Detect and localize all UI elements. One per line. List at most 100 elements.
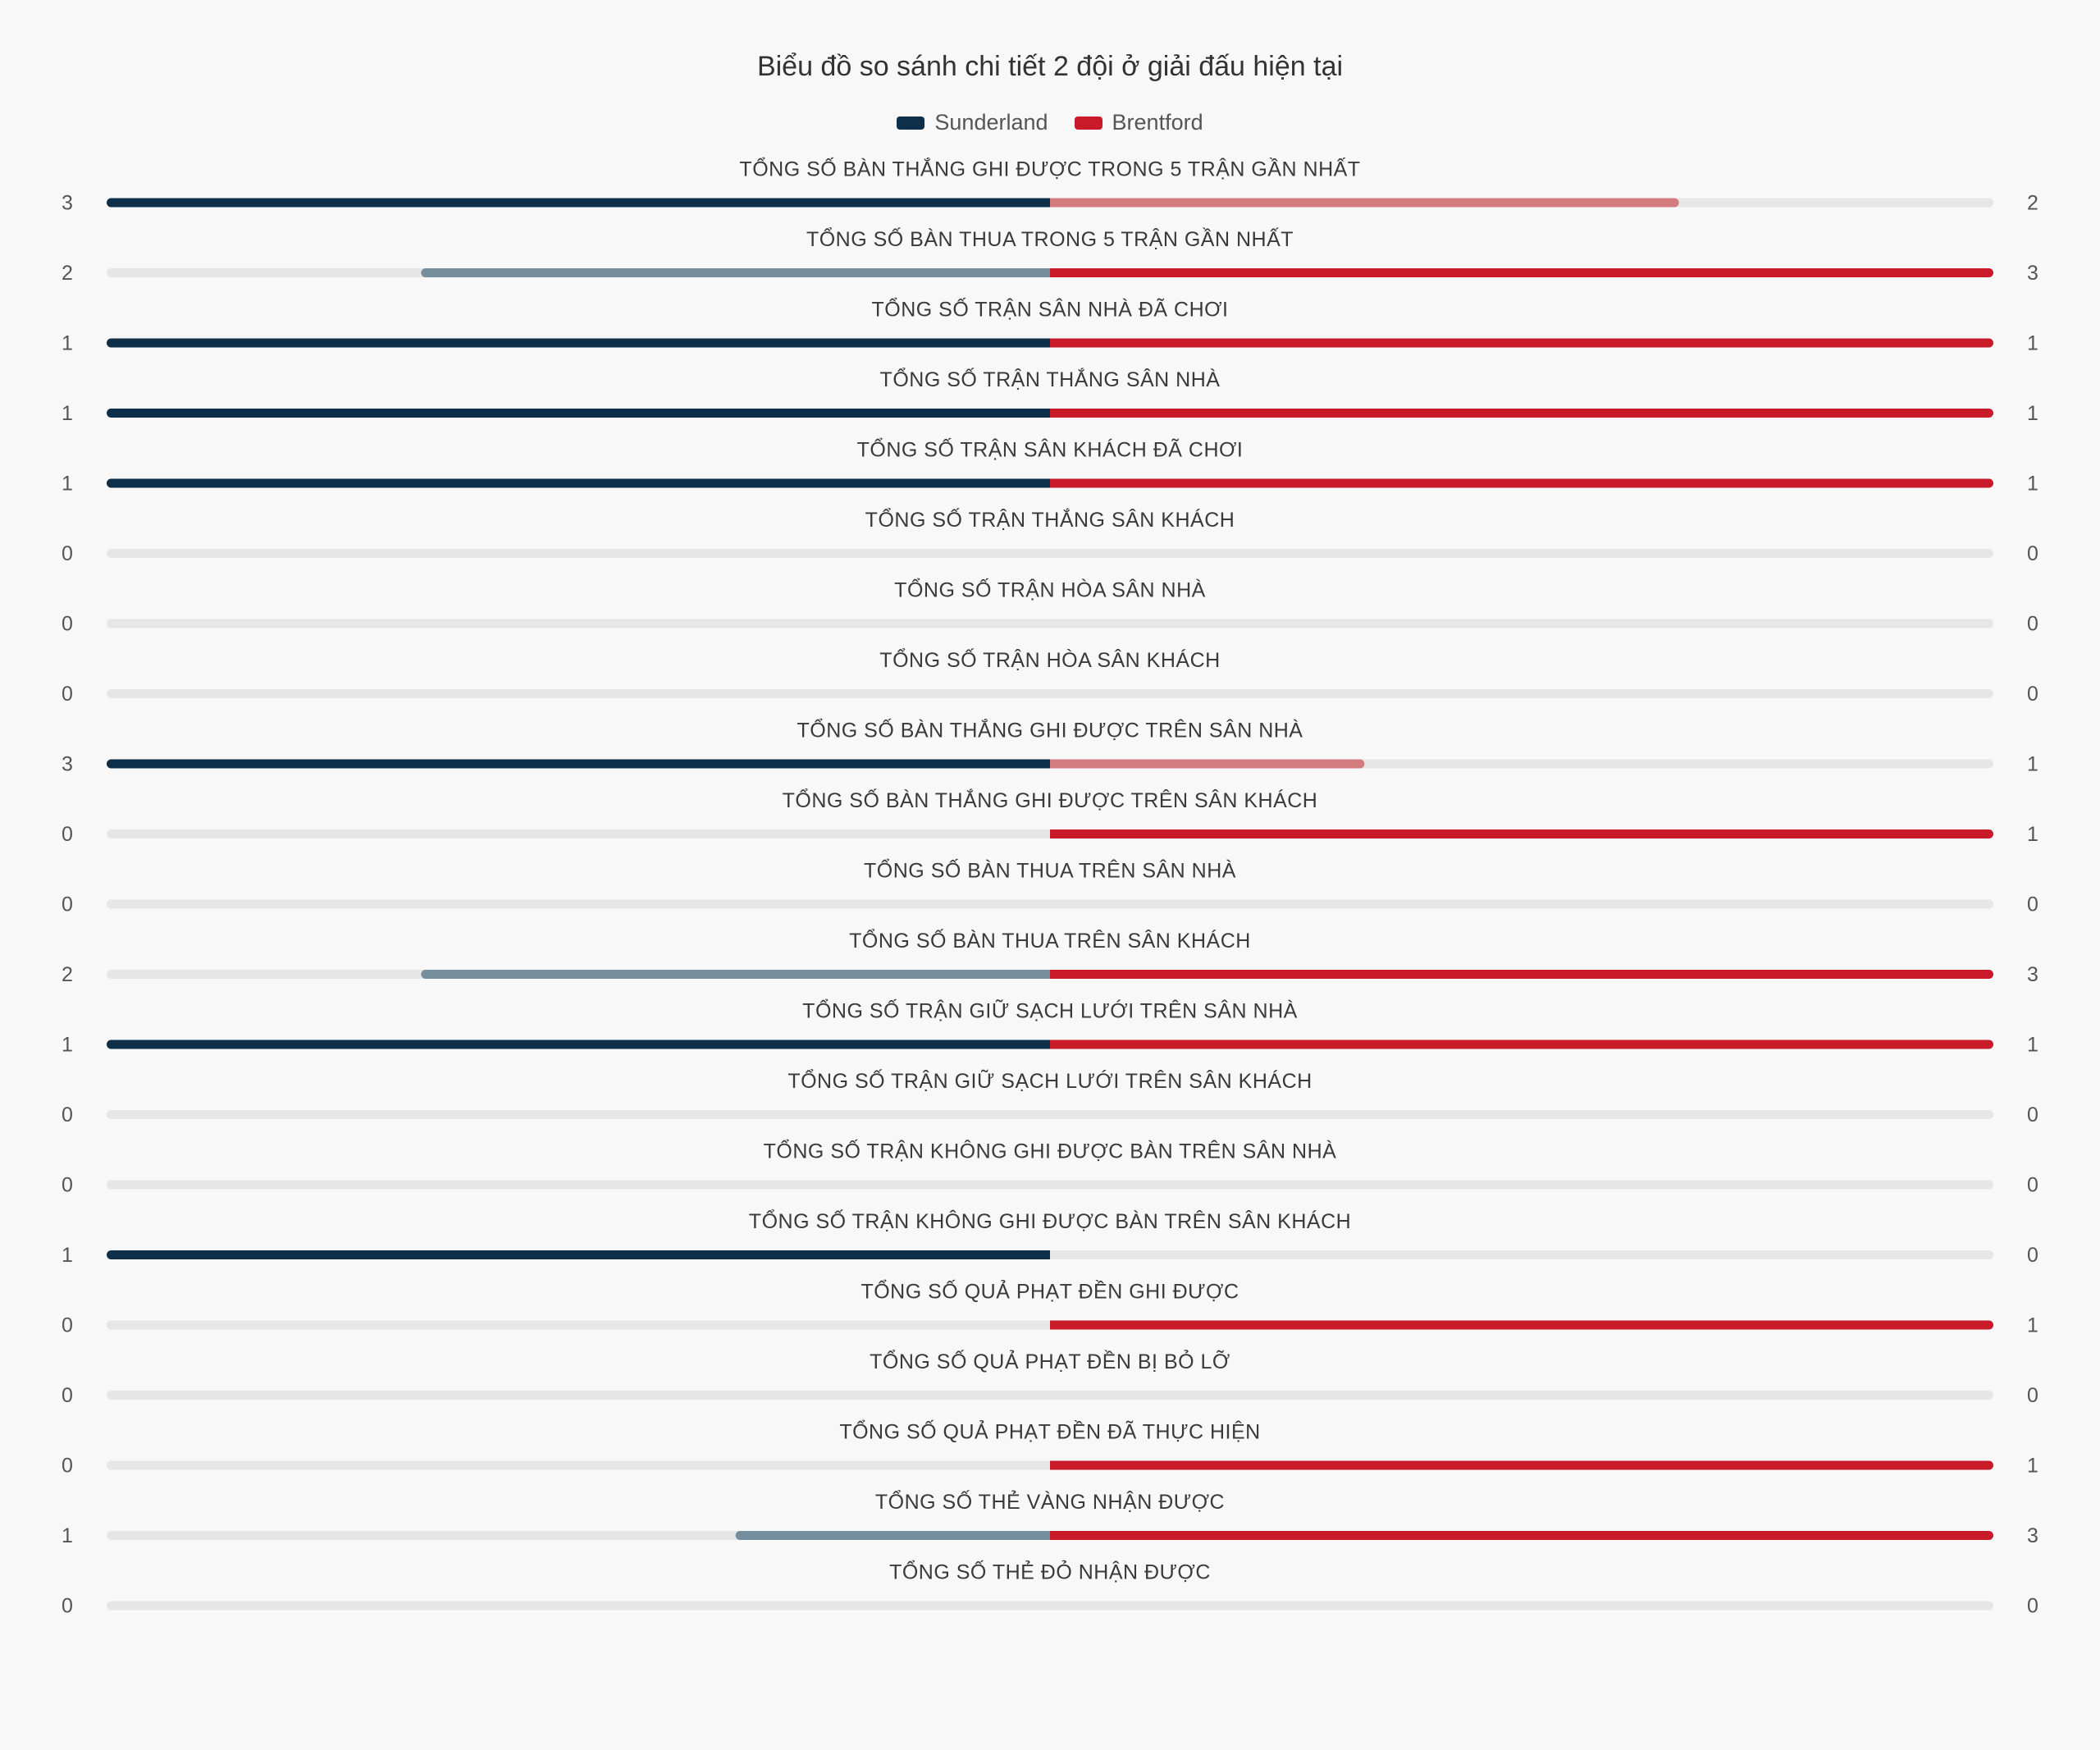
legend-item-sunderland[interactable]: Sunderland: [897, 110, 1048, 135]
brentford-bar: [1050, 1531, 1993, 1540]
sunderland-bar: [107, 478, 1050, 488]
brentford-bar: [1050, 268, 1993, 277]
brentford-value: 3: [2027, 262, 2038, 285]
sunderland-value: 2: [62, 262, 73, 285]
brentford-value: 0: [2027, 1174, 2038, 1197]
bar-track: [107, 899, 1993, 909]
sunderland-value: 0: [62, 1314, 73, 1337]
metric-label: TỔNG SỐ TRẬN SÂN KHÁCH ĐÃ CHƠI: [857, 437, 1244, 462]
brentford-value: 1: [2027, 1314, 2038, 1337]
sunderland-value: 1: [62, 1034, 73, 1057]
sunderland-value: 0: [62, 893, 73, 916]
sunderland-value: 3: [62, 192, 73, 215]
sunderland-bar: [107, 409, 1050, 418]
metric-label: TỔNG SỐ QUẢ PHẠT ĐỀN GHI ĐƯỢC: [861, 1279, 1239, 1304]
brentford-value: 1: [2027, 1455, 2038, 1478]
sunderland-bar: [107, 759, 1050, 769]
metric-label: TỔNG SỐ TRẬN THẮNG SÂN KHÁCH: [865, 507, 1235, 532]
sunderland-bar-joint: [1041, 338, 1050, 348]
brentford-value: 3: [2027, 1524, 2038, 1547]
bar-track: [107, 689, 1993, 698]
metric-label: TỔNG SỐ TRẬN THẮNG SÂN NHÀ: [880, 367, 1221, 391]
brentford-bar: [1050, 970, 1993, 979]
brentford-value: 0: [2027, 1384, 2038, 1407]
brentford-bar-joint: [1050, 759, 1059, 769]
brentford-bar-joint: [1050, 409, 1059, 418]
sunderland-bar: [735, 1531, 1050, 1540]
metric-label: TỔNG SỐ BÀN THUA TRÊN SÂN NHÀ: [864, 858, 1236, 883]
sunderland-bar-joint: [1041, 478, 1050, 488]
brentford-value: 0: [2027, 1103, 2038, 1126]
brentford-value: 1: [2027, 823, 2038, 846]
brentford-value: 2: [2027, 192, 2038, 215]
metric-label: TỔNG SỐ TRẬN SÂN NHÀ ĐÃ CHƠI: [871, 297, 1228, 322]
brentford-bar-joint: [1050, 970, 1059, 979]
bar-track: [107, 1110, 1993, 1119]
sunderland-bar-joint: [1041, 970, 1050, 979]
sunderland-value: 3: [62, 753, 73, 776]
metric-label: TỔNG SỐ BÀN THẮNG GHI ĐƯỢC TRONG 5 TRẬN …: [739, 157, 1360, 181]
brentford-value: 1: [2027, 753, 2038, 776]
sunderland-value: 0: [62, 613, 73, 636]
sunderland-bar: [421, 970, 1050, 979]
sunderland-bar-joint: [1041, 198, 1050, 208]
sunderland-bar-joint: [1041, 759, 1050, 769]
sunderland-value: 0: [62, 1174, 73, 1197]
sunderland-bar: [107, 1039, 1050, 1049]
brentford-value: 0: [2027, 893, 2038, 916]
legend-swatch-brentford: [1074, 116, 1102, 130]
bar-track: [107, 549, 1993, 558]
brentford-bar-joint: [1050, 198, 1059, 208]
brentford-bar: [1050, 478, 1993, 488]
brentford-bar: [1050, 829, 1993, 838]
legend-label-sunderland: Sunderland: [934, 110, 1048, 135]
sunderland-value: 1: [62, 473, 73, 496]
metric-label: TỔNG SỐ BÀN THUA TRÊN SÂN KHÁCH: [849, 928, 1251, 953]
brentford-value: 0: [2027, 613, 2038, 636]
metric-label: TỔNG SỐ TRẬN KHÔNG GHI ĐƯỢC BÀN TRÊN SÂN…: [749, 1209, 1351, 1233]
legend-swatch-sunderland: [897, 116, 925, 130]
brentford-value: 3: [2027, 963, 2038, 986]
bar-track: [107, 1601, 1993, 1611]
legend-label-brentford: Brentford: [1112, 110, 1203, 135]
sunderland-value: 1: [62, 1524, 73, 1547]
sunderland-bar: [107, 198, 1050, 208]
sunderland-value: 1: [62, 402, 73, 425]
chart-title: Biểu đồ so sánh chi tiết 2 đội ở giải đấ…: [756, 51, 1344, 82]
metric-label: TỔNG SỐ BÀN THẮNG GHI ĐƯỢC TRÊN SÂN KHÁC…: [783, 788, 1318, 812]
sunderland-bar: [107, 338, 1050, 348]
metric-label: TỔNG SỐ THẺ VÀNG NHẬN ĐƯỢC: [875, 1489, 1225, 1514]
brentford-bar: [1050, 1320, 1993, 1330]
metric-label: TỔNG SỐ BÀN THUA TRONG 5 TRẬN GẦN NHẤT: [806, 226, 1294, 251]
brentford-bar: [1050, 1039, 1993, 1049]
brentford-value: 1: [2027, 402, 2038, 425]
brentford-value: 0: [2027, 683, 2038, 706]
sunderland-value: 0: [62, 1384, 73, 1407]
metric-label: TỔNG SỐ TRẬN HÒA SÂN NHÀ: [894, 578, 1206, 602]
brentford-bar: [1050, 759, 1365, 769]
brentford-value: 1: [2027, 332, 2038, 355]
brentford-bar-joint: [1050, 268, 1059, 277]
brentford-bar-joint: [1050, 478, 1059, 488]
metric-label: TỔNG SỐ TRẬN GIỮ SẠCH LƯỚI TRÊN SÂN NHÀ: [802, 998, 1298, 1023]
sunderland-value: 0: [62, 1455, 73, 1478]
bar-track: [107, 1180, 1993, 1190]
legend-item-brentford[interactable]: Brentford: [1074, 110, 1203, 135]
sunderland-bar-joint: [1041, 1250, 1050, 1259]
metric-label: TỔNG SỐ TRẬN GIỮ SẠCH LƯỚI TRÊN SÂN KHÁC…: [788, 1068, 1312, 1093]
brentford-bar: [1050, 338, 1993, 348]
bar-track: [107, 1391, 1993, 1400]
metric-label: TỔNG SỐ QUẢ PHẠT ĐỀN BỊ BỎ LỠ: [870, 1349, 1230, 1373]
brentford-value: 1: [2027, 1034, 2038, 1057]
brentford-value: 0: [2027, 1595, 2038, 1618]
brentford-bar-joint: [1050, 338, 1059, 348]
sunderland-value: 2: [62, 963, 73, 986]
sunderland-value: 0: [62, 1103, 73, 1126]
bar-track: [107, 619, 1993, 628]
sunderland-bar-joint: [1041, 268, 1050, 277]
sunderland-bar-joint: [1041, 409, 1050, 418]
brentford-bar: [1050, 409, 1993, 418]
metric-label: TỔNG SỐ BÀN THẮNG GHI ĐƯỢC TRÊN SÂN NHÀ: [797, 718, 1303, 742]
